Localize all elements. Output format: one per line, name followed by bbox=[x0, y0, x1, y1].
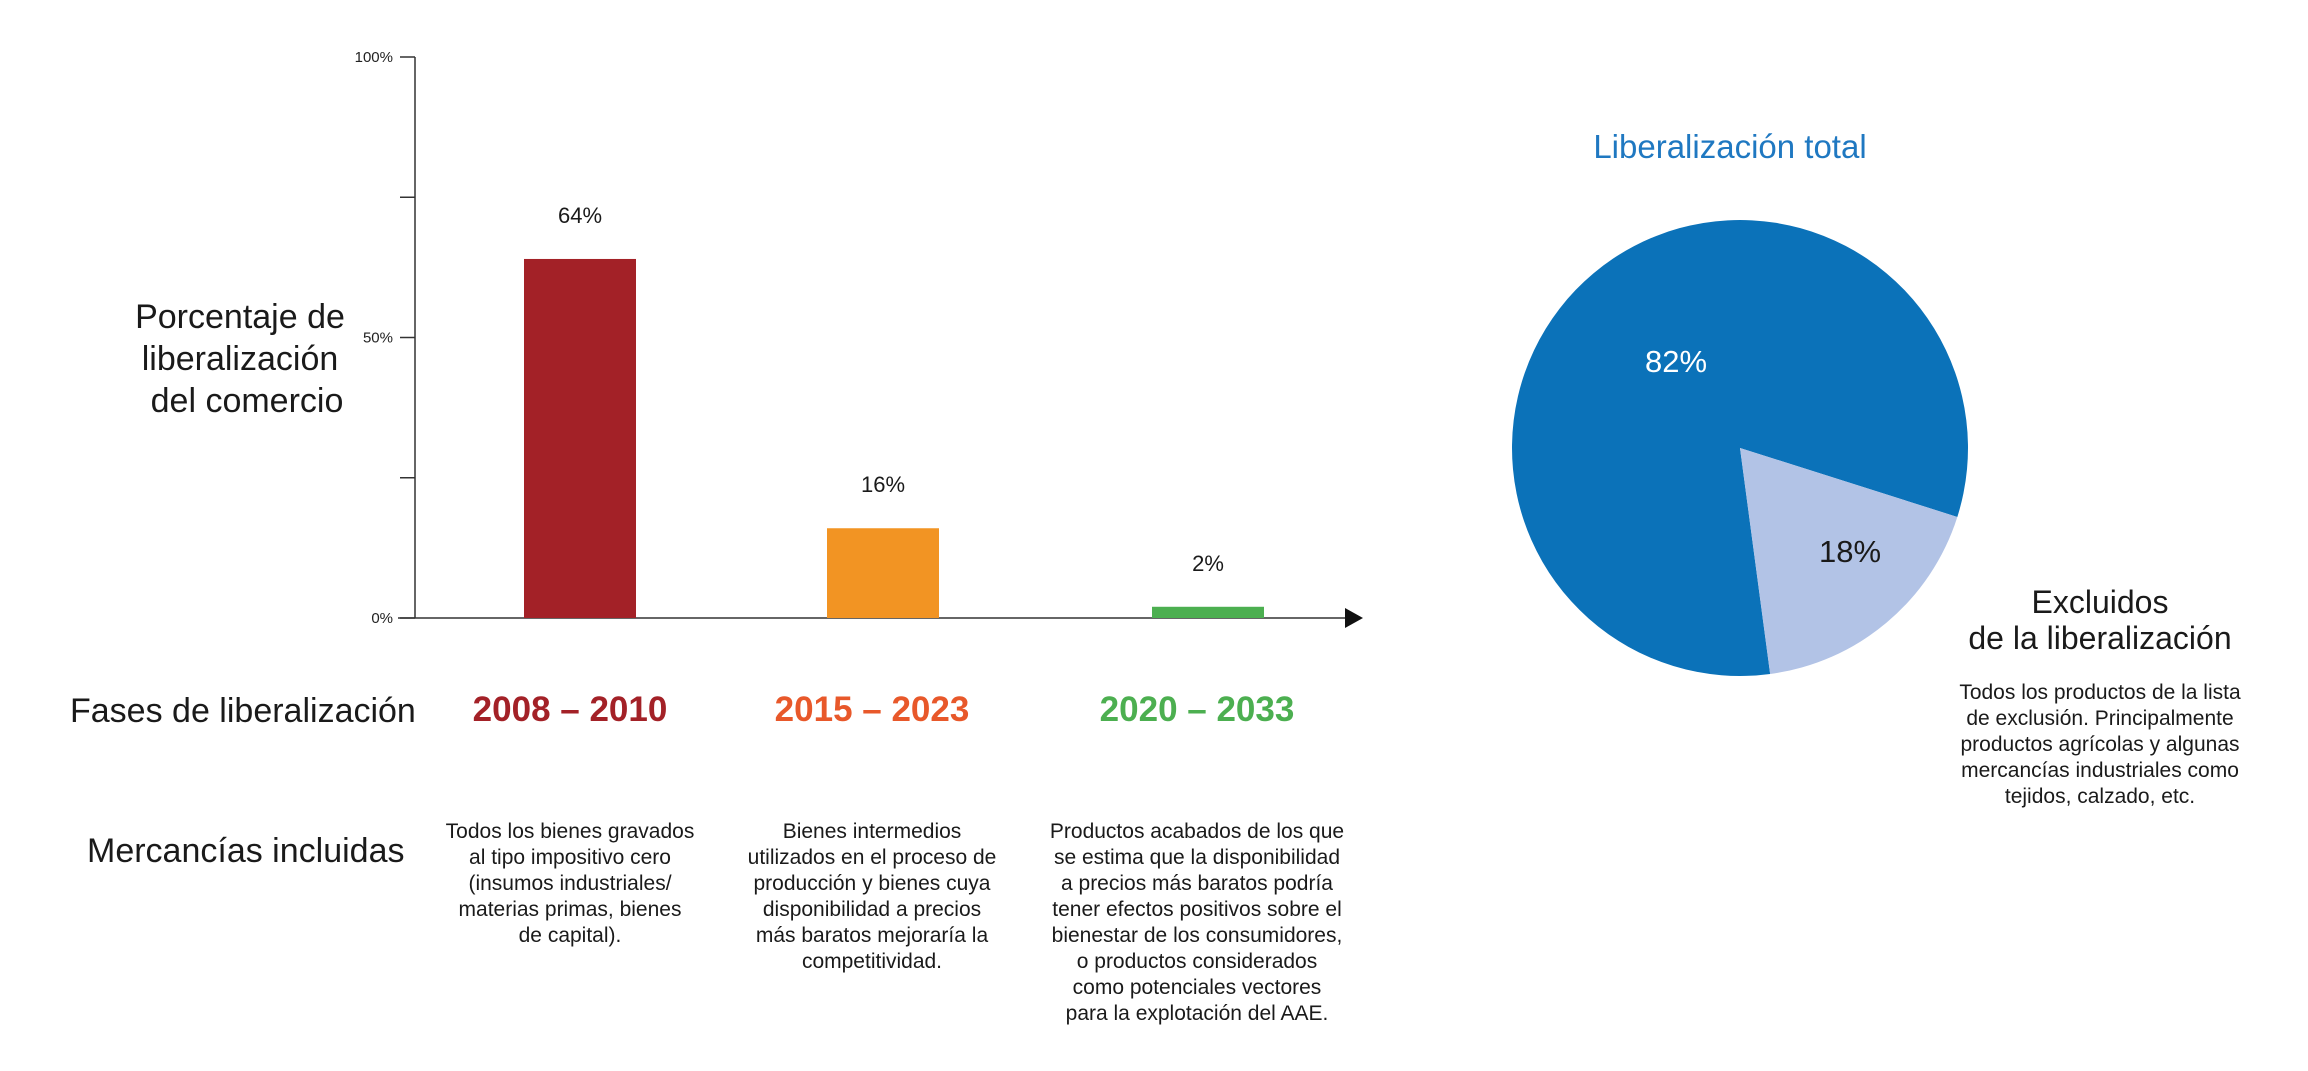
desc-1-line-4: materias primas, bienes bbox=[458, 898, 682, 921]
pie-chart: 82% 18% bbox=[1512, 219, 1969, 677]
phase-label-3: 2020 – 2033 bbox=[1099, 690, 1295, 729]
excluded-desc-line-5: tejidos, calzado, etc. bbox=[2004, 785, 2196, 808]
description-phase-3: Productos acabados de los que se estima … bbox=[1017, 819, 1377, 1027]
desc-3-line-5: bienestar de los consumidores, bbox=[1051, 924, 1343, 947]
y-tick-label: 0% bbox=[371, 610, 393, 627]
pie-label-18: 18% bbox=[1819, 534, 1881, 569]
desc-2-line-2: utilizados en el proceso de bbox=[747, 846, 997, 869]
y-axis-title-line-3: del comercio bbox=[150, 382, 344, 420]
desc-2-line-5: más baratos mejoraría la bbox=[755, 924, 989, 947]
excluded-desc-line-1: Todos los productos de la lista bbox=[1959, 681, 2241, 704]
desc-1-line-1: Todos los bienes gravados bbox=[445, 820, 695, 843]
pie-chart-title: Liberalización total bbox=[1593, 128, 1867, 165]
phase-label-1: 2008 – 2010 bbox=[472, 690, 668, 729]
description-phase-2: Bienes intermedios utilizados en el proc… bbox=[722, 819, 1022, 975]
description-phase-1: Todos los bienes gravados al tipo imposi… bbox=[420, 819, 720, 949]
y-tick-label: 100% bbox=[355, 49, 393, 66]
desc-1-line-2: al tipo impositivo cero bbox=[469, 846, 671, 869]
bar-value-label-2: 16% bbox=[861, 472, 905, 497]
bar-value-label-3: 2% bbox=[1192, 551, 1224, 576]
desc-2-line-1: Bienes intermedios bbox=[782, 820, 962, 843]
desc-3-line-8: para la explotación del AAE. bbox=[1065, 1002, 1329, 1025]
desc-3-line-4: tener efectos positivos sobre el bbox=[1052, 898, 1342, 921]
excluded-title-line-1: Excluidos bbox=[2031, 584, 2169, 620]
desc-1-line-3: (insumos industriales/ bbox=[468, 872, 672, 895]
excluded-title-line-2: de la liberalización bbox=[1968, 620, 2232, 656]
excluded-desc-line-3: productos agrícolas y algunas bbox=[1960, 733, 2240, 756]
pie-label-82: 82% bbox=[1645, 344, 1707, 379]
y-axis-title: Porcentaje de liberalización del comerci… bbox=[95, 296, 385, 422]
bar-value-label-1: 64% bbox=[558, 203, 602, 228]
pie-slice-excluded bbox=[1740, 448, 1958, 674]
desc-3-line-2: se estima que la disponibilidad bbox=[1053, 846, 1340, 869]
phase-label-2: 2015 – 2023 bbox=[774, 690, 970, 729]
excluded-description: Todos los productos de la lista de exclu… bbox=[1935, 680, 2265, 810]
excluded-desc-line-4: mercancías industriales como bbox=[1961, 759, 2239, 782]
y-axis-title-line-1: Porcentaje de bbox=[135, 298, 345, 336]
pie-slice-liberalized bbox=[1512, 219, 1969, 677]
goods-row-label: Mercancías incluidas bbox=[87, 832, 405, 870]
desc-1-line-5: de capital). bbox=[518, 924, 622, 947]
desc-3-line-7: como potenciales vectores bbox=[1072, 976, 1322, 999]
desc-3-line-3: a precios más baratos podría bbox=[1061, 872, 1333, 895]
phases-row-label: Fases de liberalización bbox=[70, 692, 416, 730]
desc-3-line-1: Productos acabados de los que bbox=[1049, 820, 1345, 843]
desc-2-line-4: disponibilidad a precios bbox=[762, 898, 982, 921]
y-tick-label: 50% bbox=[363, 330, 393, 347]
bar-3 bbox=[1152, 606, 1264, 618]
bar-1 bbox=[524, 258, 636, 618]
bar-2 bbox=[827, 528, 939, 618]
desc-2-line-6: competitividad. bbox=[801, 950, 943, 973]
desc-2-line-3: producción y bienes cuya bbox=[753, 872, 991, 895]
x-axis-arrow bbox=[1345, 608, 1363, 628]
excluded-desc-line-2: de exclusión. Principalmente bbox=[1966, 707, 2234, 730]
desc-3-line-6: o productos considerados bbox=[1076, 950, 1318, 973]
bar-chart-marks: 64% 16% 2% bbox=[524, 203, 1264, 618]
y-axis-title-line-2: liberalización bbox=[141, 340, 339, 378]
excluded-title: Excluidos de la liberalización bbox=[1900, 584, 2300, 656]
